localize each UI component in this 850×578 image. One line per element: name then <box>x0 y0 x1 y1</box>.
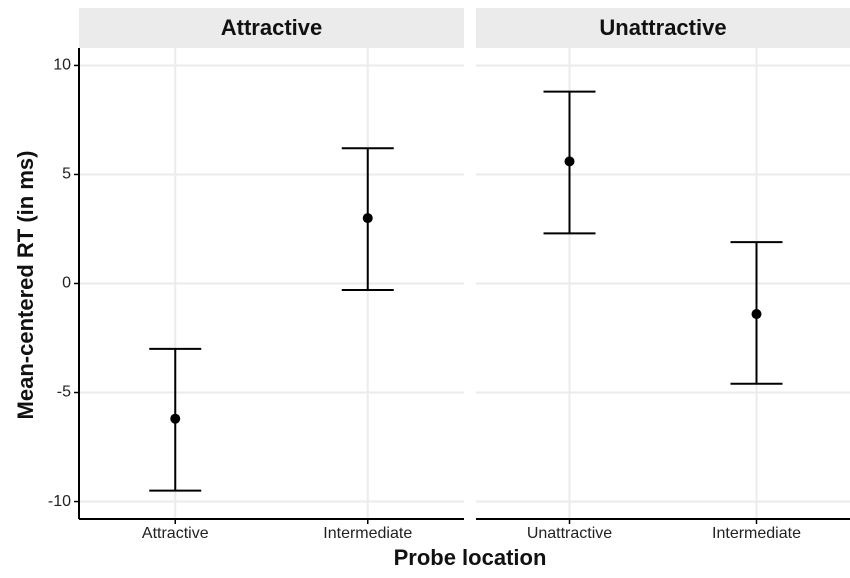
data-point <box>362 213 373 224</box>
x-axis-title: Probe location <box>394 545 547 570</box>
panel-2: Unattractive Unattractive Intermediate <box>476 8 850 542</box>
y-tick-label: -5 <box>57 384 71 401</box>
x-tick-label: Intermediate <box>712 525 801 542</box>
y-axis-title: Mean-centered RT (in ms) <box>13 151 38 420</box>
x-tick-label: Unattractive <box>527 525 612 542</box>
y-tick-label: 0 <box>62 275 71 292</box>
data-point <box>170 413 181 424</box>
y-tick-label: 10 <box>53 57 71 74</box>
panels: Attractive 10 5 0 -5 -10 Attractive Intermediat… <box>48 8 850 542</box>
y-tick-label: -10 <box>48 493 71 510</box>
data-point <box>751 309 762 320</box>
y-axis-title-group: Mean-centered RT (in ms) <box>13 151 38 420</box>
x-tick-label: Intermediate <box>323 525 412 542</box>
panel-title: Attractive <box>221 15 322 40</box>
panel-strip <box>79 8 464 48</box>
panel-strip <box>476 8 850 48</box>
panel-title: Unattractive <box>599 15 726 40</box>
data-point <box>564 156 575 167</box>
y-tick-label: 5 <box>62 166 71 183</box>
panel-1: Attractive 10 5 0 -5 -10 Attractive Intermediat… <box>48 8 464 542</box>
x-tick-label: Attractive <box>142 525 209 542</box>
